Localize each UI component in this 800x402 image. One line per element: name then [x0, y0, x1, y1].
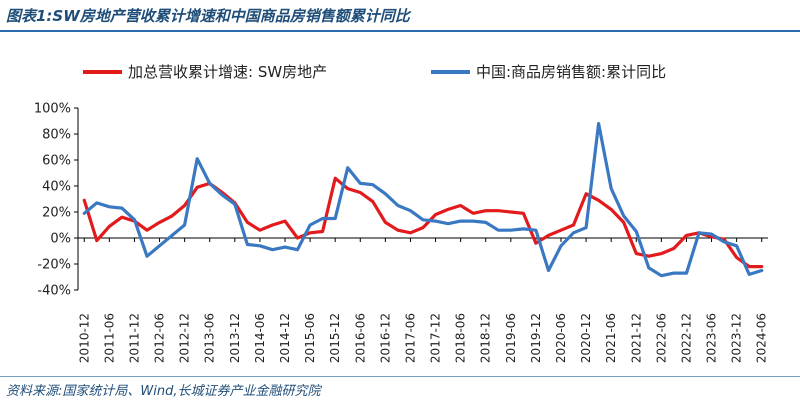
y-tick-label: 100%: [34, 102, 71, 117]
x-tick-label: 2023-12: [730, 313, 744, 363]
x-tick-label: 2015-12: [328, 313, 342, 363]
y-tick-label: 0%: [50, 232, 71, 247]
x-tick-label: 2021-12: [629, 313, 643, 363]
y-tick-label: 40%: [42, 180, 71, 195]
x-tick-label: 2018-12: [479, 313, 493, 363]
series-lines: [82, 122, 764, 278]
x-tick-label: 2024-06: [755, 313, 769, 363]
x-tick-label: 2011-12: [127, 313, 141, 363]
x-tick-label: 2015-06: [303, 313, 317, 363]
y-tick-label: 60%: [42, 154, 71, 169]
x-tick-label: 2012-12: [178, 313, 192, 363]
x-tick-label: 2023-06: [705, 313, 719, 363]
x-tick-label: 2017-12: [429, 313, 443, 363]
x-tick-label: 2016-12: [378, 313, 392, 363]
legend-label-blue: 中国:商品房销售额:累计同比: [476, 63, 666, 81]
chart-title: 图表1:SW房地产营收累计增速和中国商品房销售额累计同比: [6, 7, 410, 25]
x-tick-label: 2019-06: [504, 313, 518, 363]
x-tick-label: 2013-06: [203, 313, 217, 363]
x-tick-label: 2011-06: [102, 313, 116, 363]
x-tick-labels: 2010-12 2011-06 2011-12 2012-06 2012-12 2013-…: [77, 238, 769, 363]
x-tick-label: 2017-06: [403, 313, 417, 363]
x-tick-label: 2018-06: [454, 313, 468, 363]
x-tick-label: 2022-06: [654, 313, 668, 363]
x-tick-label: 2013-12: [228, 313, 242, 363]
footer-divider: [0, 376, 800, 377]
x-tick-label: 2016-06: [353, 313, 367, 363]
y-tick-label: -20%: [37, 258, 71, 273]
y-tick-labels: 100% 80% 60% 40% 20% 0% -20% -40%: [34, 102, 78, 299]
series-line-commodity-housing-sales: [82, 122, 764, 278]
x-tick-label: 2012-06: [153, 313, 167, 363]
x-tick-label: 2022-12: [679, 313, 693, 363]
y-tick-label: 80%: [42, 128, 71, 143]
x-tick-label: 2019-12: [529, 313, 543, 363]
line-chart: 加总营收累计增速: SW房地产 中国:商品房销售额:累计同比 100% 80% 60…: [34, 63, 769, 363]
x-tick-label: 2010-12: [77, 313, 91, 363]
source-note: 资料来源:国家统计局、Wind,长城证券产业金融研究院: [6, 384, 321, 399]
x-tick-label: 2021-06: [604, 313, 618, 363]
y-tick-label: -40%: [37, 284, 71, 299]
title-divider: [0, 30, 800, 32]
x-tick-label: 2020-12: [579, 313, 593, 363]
x-tick-label: 2014-12: [278, 313, 292, 363]
legend: 加总营收累计增速: SW房地产 中国:商品房销售额:累计同比: [83, 63, 666, 81]
legend-label-red: 加总营收累计增速: SW房地产: [128, 63, 327, 81]
x-tick-label: 2014-06: [253, 313, 267, 363]
y-tick-label: 20%: [42, 206, 71, 221]
series-line-sw-real-estate-revenue: [82, 176, 764, 269]
x-tick-label: 2020-06: [554, 313, 568, 363]
title-bar: 图表1:SW房地产营收累计增速和中国商品房销售额累计同比: [0, 0, 800, 30]
axes: [77, 108, 768, 290]
